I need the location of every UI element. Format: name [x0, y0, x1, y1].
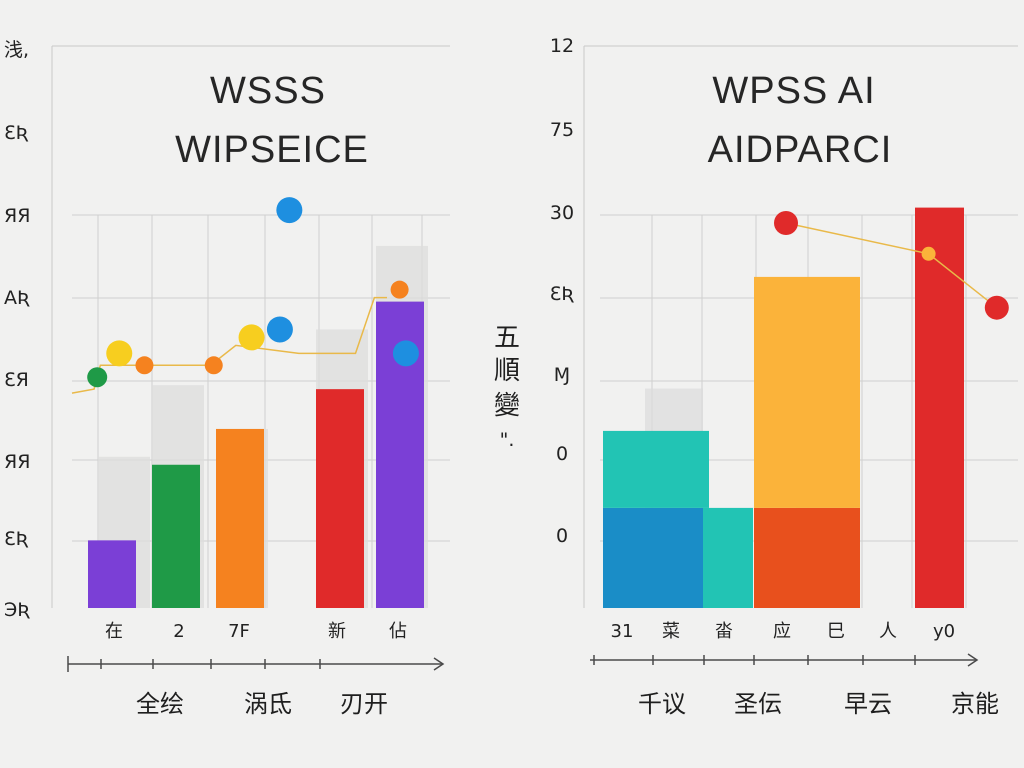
left-y-tick: ЯЯ	[4, 205, 30, 227]
left-x-tick: 2	[173, 621, 184, 642]
left-y-tick: ЭƦ	[4, 599, 30, 621]
left-y-tick: ƐƦ	[4, 528, 29, 550]
right-y-tick: 30	[550, 202, 574, 224]
side-label-char: ".	[500, 429, 515, 451]
right-y-tick: ƐƦ	[550, 283, 575, 305]
right-y-ticks: 12 75 30 ƐƦ Ɱ 0 0	[550, 35, 575, 547]
right-bar-segment	[754, 276, 860, 508]
left-x-tick: 佔	[389, 621, 407, 642]
right-x-tick: 菜	[662, 621, 680, 642]
left-chart: WSSS WIPSEICE 浅, ƐƦ ЯЯ AƦ ƐЯ ЯЯ ƐƦ ЭƦ 在 …	[4, 39, 450, 718]
left-y-ticks: 浅, ƐƦ ЯЯ AƦ ƐЯ ЯЯ ƐƦ ЭƦ	[4, 39, 30, 621]
left-bar	[216, 428, 264, 608]
right-bar-segment	[603, 507, 709, 608]
left-y-tick: ƐƦ	[4, 122, 29, 144]
left-bars	[88, 301, 424, 608]
side-label-char: 五	[494, 323, 520, 353]
side-label-char: 順	[494, 356, 520, 386]
right-x-tick: 畓	[715, 621, 733, 642]
left-bar	[316, 389, 364, 608]
left-marker	[135, 356, 154, 375]
right-chart: WPSS AI AIDPARCI 12 75 30 ƐƦ Ɱ 0 0 31 菜 …	[550, 35, 1018, 718]
left-marker	[87, 367, 108, 388]
right-x-tick: у0	[933, 621, 955, 642]
left-marker	[392, 340, 419, 367]
left-group-label: 全绘	[136, 690, 184, 718]
left-marker	[266, 316, 293, 343]
left-y-tick: AƦ	[4, 287, 30, 309]
right-x-tick: 巳	[827, 621, 845, 642]
right-y-tick: 12	[550, 35, 574, 57]
right-bar-segment	[915, 207, 964, 608]
left-chart-title-line-2: WIPSEICE	[175, 129, 369, 171]
side-label-char: 變	[494, 391, 520, 421]
left-chart-title-line-1: WSSS	[210, 70, 326, 112]
left-marker	[106, 340, 133, 367]
right-y-tick: Ɱ	[554, 364, 570, 386]
right-bar-segment	[703, 507, 753, 608]
left-group-label: 刃开	[340, 690, 388, 718]
right-bar-segment	[603, 430, 709, 508]
side-label: 五 順 變 ".	[494, 323, 520, 451]
right-marker	[921, 246, 936, 261]
right-bars	[603, 207, 964, 608]
right-group-label: 千议	[638, 690, 686, 718]
right-x-ticks: 31 菜 畓 应 巳 人 у0	[611, 621, 956, 642]
left-bar	[88, 540, 136, 608]
right-x-axis-arrow	[590, 653, 979, 667]
left-markers	[87, 197, 419, 388]
right-group-labels: 千议 圣伝 早云 京能	[638, 690, 999, 718]
left-marker	[238, 324, 265, 351]
right-group-label: 京能	[951, 690, 999, 718]
right-x-tick: 31	[611, 621, 634, 642]
right-chart-title-line-2: AIDPARCI	[708, 129, 893, 171]
right-y-tick: 0	[556, 443, 568, 465]
left-x-ticks: 在 2 7F 新 佔	[105, 621, 407, 642]
left-y-tick: ƐЯ	[4, 369, 29, 391]
left-x-tick: 新	[328, 621, 346, 642]
left-marker	[390, 280, 409, 299]
left-y-tick: ЯЯ	[4, 451, 30, 473]
right-x-tick: 应	[773, 621, 791, 642]
right-marker	[984, 295, 1009, 320]
right-y-tick: 75	[550, 119, 574, 141]
left-x-tick: 在	[105, 621, 123, 642]
left-group-label: 涡氐	[244, 690, 292, 718]
right-markers	[774, 211, 1009, 320]
right-chart-title-line-1: WPSS AI	[712, 70, 875, 112]
right-marker	[774, 211, 798, 235]
right-x-tick: 人	[879, 621, 897, 642]
left-marker	[204, 356, 223, 375]
right-group-label: 圣伝	[734, 690, 782, 718]
left-y-tick: 浅,	[4, 39, 29, 61]
right-bar-segment	[754, 507, 860, 608]
left-x-axis-arrow	[67, 656, 445, 672]
right-group-label: 早云	[844, 690, 892, 718]
right-y-tick: 0	[556, 525, 568, 547]
left-marker	[276, 197, 303, 224]
left-bar	[152, 464, 200, 608]
left-group-labels: 全绘 涡氐 刃开	[136, 690, 388, 718]
left-x-tick: 7F	[228, 621, 250, 642]
